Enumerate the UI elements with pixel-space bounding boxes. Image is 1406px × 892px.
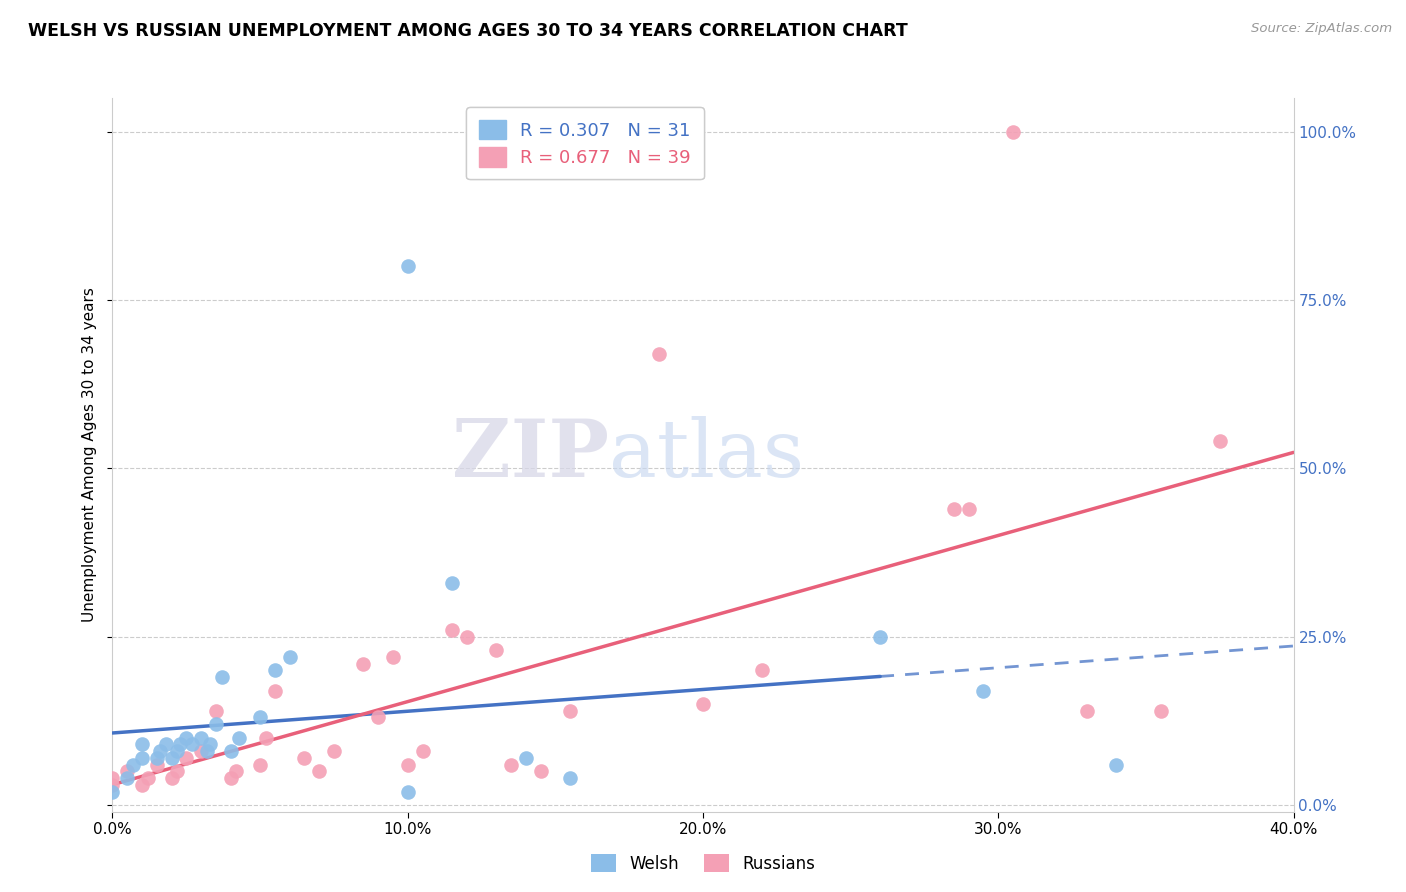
Point [131, 738, 153, 752]
Text: atlas: atlas [609, 416, 804, 494]
Point [205, 704, 228, 718]
Point [515, 751, 537, 765]
Point [751, 664, 773, 678]
Point [396, 260, 419, 274]
Point [973, 683, 995, 698]
Text: ZIP: ZIP [451, 416, 609, 494]
Point [558, 704, 582, 718]
Point [211, 670, 233, 684]
Point [942, 501, 965, 516]
Point [131, 751, 153, 765]
Point [181, 738, 204, 752]
Point [396, 784, 419, 798]
Point [367, 710, 389, 724]
Point [501, 757, 523, 772]
Point [122, 757, 145, 772]
Point [219, 744, 242, 758]
Point [155, 738, 177, 752]
Point [278, 649, 301, 664]
Point [174, 731, 197, 745]
Point [1076, 704, 1098, 718]
Point [160, 751, 183, 765]
Point [131, 778, 153, 792]
Point [869, 630, 891, 644]
Point [323, 744, 346, 758]
Point [219, 771, 242, 785]
Point [146, 751, 169, 765]
Point [264, 664, 287, 678]
Point [254, 731, 277, 745]
Point [149, 744, 172, 758]
Point [225, 764, 247, 779]
Point [101, 784, 124, 798]
Point [647, 347, 671, 361]
Point [1001, 125, 1024, 139]
Point [957, 501, 980, 516]
Point [249, 757, 271, 772]
Point [382, 649, 405, 664]
Point [485, 643, 508, 657]
Point [529, 764, 551, 779]
Point [264, 683, 287, 698]
Point [160, 771, 183, 785]
Point [396, 757, 419, 772]
Point [205, 717, 228, 731]
Point [456, 630, 478, 644]
Point [411, 744, 433, 758]
Point [1208, 434, 1232, 449]
Point [169, 738, 191, 752]
Point [558, 771, 582, 785]
Point [101, 771, 124, 785]
Point [166, 764, 188, 779]
Point [692, 697, 714, 711]
Point [146, 757, 169, 772]
Legend: Welsh, Russians: Welsh, Russians [585, 847, 821, 880]
Point [228, 731, 250, 745]
Point [117, 764, 138, 779]
Point [166, 744, 188, 758]
Text: WELSH VS RUSSIAN UNEMPLOYMENT AMONG AGES 30 TO 34 YEARS CORRELATION CHART: WELSH VS RUSSIAN UNEMPLOYMENT AMONG AGES… [28, 22, 908, 40]
Legend: R = 0.307   N = 31, R = 0.677   N = 39: R = 0.307 N = 31, R = 0.677 N = 39 [467, 107, 703, 179]
Point [190, 731, 212, 745]
Point [198, 738, 221, 752]
Text: Source: ZipAtlas.com: Source: ZipAtlas.com [1251, 22, 1392, 36]
Point [441, 623, 464, 637]
Point [352, 657, 374, 671]
Point [136, 771, 159, 785]
Point [174, 751, 197, 765]
Point [308, 764, 330, 779]
Point [441, 575, 464, 590]
Y-axis label: Unemployment Among Ages 30 to 34 years: Unemployment Among Ages 30 to 34 years [82, 287, 97, 623]
Point [101, 778, 124, 792]
Point [292, 751, 315, 765]
Point [190, 744, 212, 758]
Point [195, 744, 218, 758]
Point [1150, 704, 1173, 718]
Point [117, 771, 138, 785]
Point [249, 710, 271, 724]
Point [1105, 757, 1128, 772]
